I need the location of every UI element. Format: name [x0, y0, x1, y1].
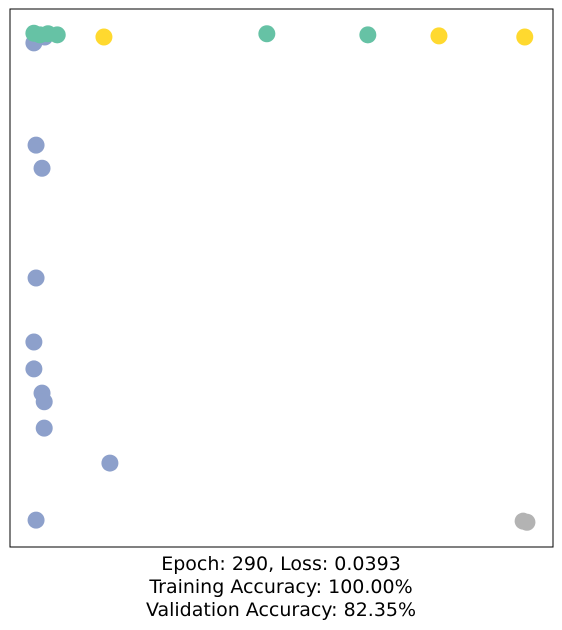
caption-line: Training Accuracy: 100.00%	[148, 576, 412, 598]
caption-line: Validation Accuracy: 82.35%	[146, 599, 416, 621]
point	[518, 513, 536, 531]
point	[27, 511, 45, 529]
point	[25, 333, 43, 351]
plot-frame	[9, 8, 554, 548]
point	[35, 419, 53, 437]
point	[27, 136, 45, 154]
point	[359, 26, 377, 44]
point	[258, 25, 276, 43]
point	[27, 269, 45, 287]
point	[430, 27, 448, 45]
caption-line: Epoch: 290, Loss: 0.0393	[161, 553, 401, 575]
point	[101, 454, 119, 472]
point	[48, 26, 66, 44]
point	[95, 28, 113, 46]
point	[33, 159, 51, 177]
point	[516, 28, 534, 46]
point	[25, 360, 43, 378]
point	[35, 393, 53, 411]
